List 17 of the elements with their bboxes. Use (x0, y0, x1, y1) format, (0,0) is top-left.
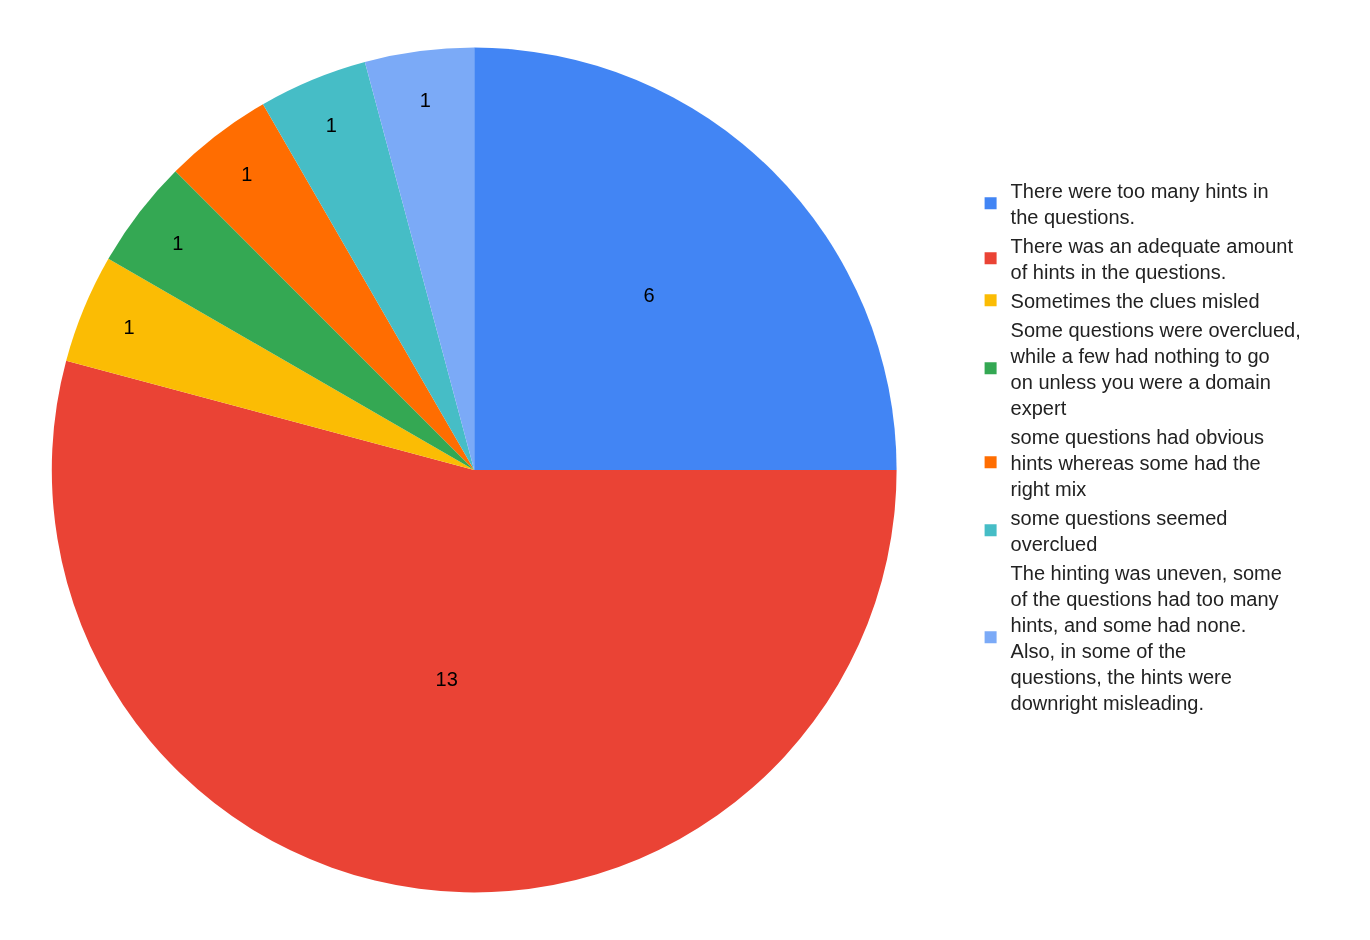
data-label: 1 (325, 113, 337, 136)
pie-slice (51, 360, 897, 892)
data-label: 1 (419, 88, 431, 111)
data-label: 6 (643, 284, 655, 307)
legend-label: There were too many hints in the questions. (1010, 180, 1269, 229)
legend-label: some questions seemed overclued (1010, 507, 1228, 556)
pie-slice (474, 47, 897, 470)
data-label: 1 (123, 316, 135, 339)
pie-slice (364, 47, 475, 470)
data-label: 1 (241, 162, 253, 185)
data-label: 1 (172, 231, 184, 254)
pie-slice (66, 258, 475, 470)
legend-label: There was an adequate amount of hints in the questions. (1010, 235, 1294, 284)
pie-slice (263, 61, 475, 470)
legend-label: The hinting was uneven, some of the questions had too many hints, and some had none. Also, in some of the questions, the hints were downright misleading. (1010, 562, 1282, 715)
legend-label: Sometimes the clues misled (1010, 290, 1260, 313)
data-label: 13 (435, 668, 458, 691)
